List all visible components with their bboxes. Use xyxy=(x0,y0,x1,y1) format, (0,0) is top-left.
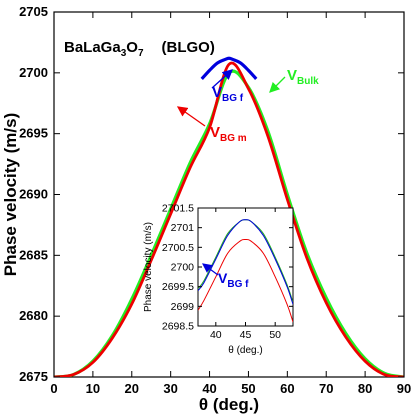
main-ytick-label: 2685 xyxy=(19,247,48,262)
formula-sub1: 3 xyxy=(121,48,127,59)
inset-x-axis-label: θ (deg.) xyxy=(228,345,262,356)
inset-label-vbgf: VBG f xyxy=(218,270,249,290)
inset-plot: 40 45 50 2698.5 2699 2699.5 2700 2700.5 2701 2701… xyxy=(143,203,294,356)
formula-abbrev: (BLGO) xyxy=(162,39,215,56)
arrow-vbulk xyxy=(269,76,286,93)
main-xtick-label: 90 xyxy=(397,381,411,396)
main-xtick-label: 80 xyxy=(358,381,372,396)
label-vbulk-main: V xyxy=(287,67,297,84)
inset-series-2 xyxy=(198,238,293,323)
label-vbgf-main: V xyxy=(212,84,222,101)
inset-label-sub: BG f xyxy=(227,279,249,290)
label-vbulk: VBulk xyxy=(287,67,319,87)
main-ytick-label: 2675 xyxy=(19,369,48,384)
main-xtick-label: 10 xyxy=(86,381,100,396)
inset-ytick-label: 2701.5 xyxy=(162,203,194,215)
inset-xtick-label: 45 xyxy=(240,329,252,341)
inset-label-main: V xyxy=(218,270,228,286)
label-vbgm-sub: BG m xyxy=(220,133,247,144)
main-y-axis-label: Phase velocity (m/s) xyxy=(1,113,20,276)
inset-y-axis-label: Phase velocity (m/s) xyxy=(143,222,154,312)
arrow-vbgf xyxy=(211,69,233,89)
inset-ytick-label: 2699.5 xyxy=(162,281,194,293)
main-xtick-label: 70 xyxy=(319,381,333,396)
main-xtick-label: 0 xyxy=(50,381,57,396)
inset-xtick-label: 40 xyxy=(210,329,222,341)
formula-sub2: 7 xyxy=(138,48,144,59)
inset-ytick-label: 2699 xyxy=(171,301,195,313)
label-vbgm: VBG m xyxy=(210,124,247,144)
formula-mid: O xyxy=(126,39,138,56)
main-series-1 xyxy=(200,56,258,80)
inset-ytick-label: 2701 xyxy=(171,222,195,234)
main-ytick-label: 2695 xyxy=(19,126,48,141)
main-series-2 xyxy=(54,61,404,377)
main-ytick-label: 2700 xyxy=(19,65,48,80)
label-vbgf-sub: BG f xyxy=(222,93,244,104)
inset-xtick-label: 50 xyxy=(269,329,281,341)
main-xtick-label: 50 xyxy=(241,381,255,396)
inset-ytick-label: 2700 xyxy=(171,262,195,274)
inset-ytick-label: 2698.5 xyxy=(162,321,194,333)
inset-arrow xyxy=(202,263,219,276)
main-ytick-label: 2680 xyxy=(19,308,48,323)
label-vbgf: VBG f xyxy=(212,84,244,104)
main-ytick-label: 2690 xyxy=(19,187,48,202)
arrow-vbgm xyxy=(176,106,206,127)
inset-frame xyxy=(197,207,294,327)
label-vbulk-sub: Bulk xyxy=(297,76,319,87)
main-xtick-label: 40 xyxy=(202,381,216,396)
inset-ytick-label: 2700.5 xyxy=(162,242,194,254)
label-vbgm-main: V xyxy=(210,124,220,141)
main-xtick-label: 20 xyxy=(125,381,139,396)
material-label: BaLaGa3O7 (BLGO) xyxy=(64,39,215,59)
main-ytick-label: 2705 xyxy=(19,4,48,19)
main-xtick-label: 30 xyxy=(163,381,177,396)
main-xtick-label: 60 xyxy=(280,381,294,396)
main-x-axis-label: θ (deg.) xyxy=(199,395,259,414)
formula-main: BaLaGa xyxy=(64,39,121,56)
